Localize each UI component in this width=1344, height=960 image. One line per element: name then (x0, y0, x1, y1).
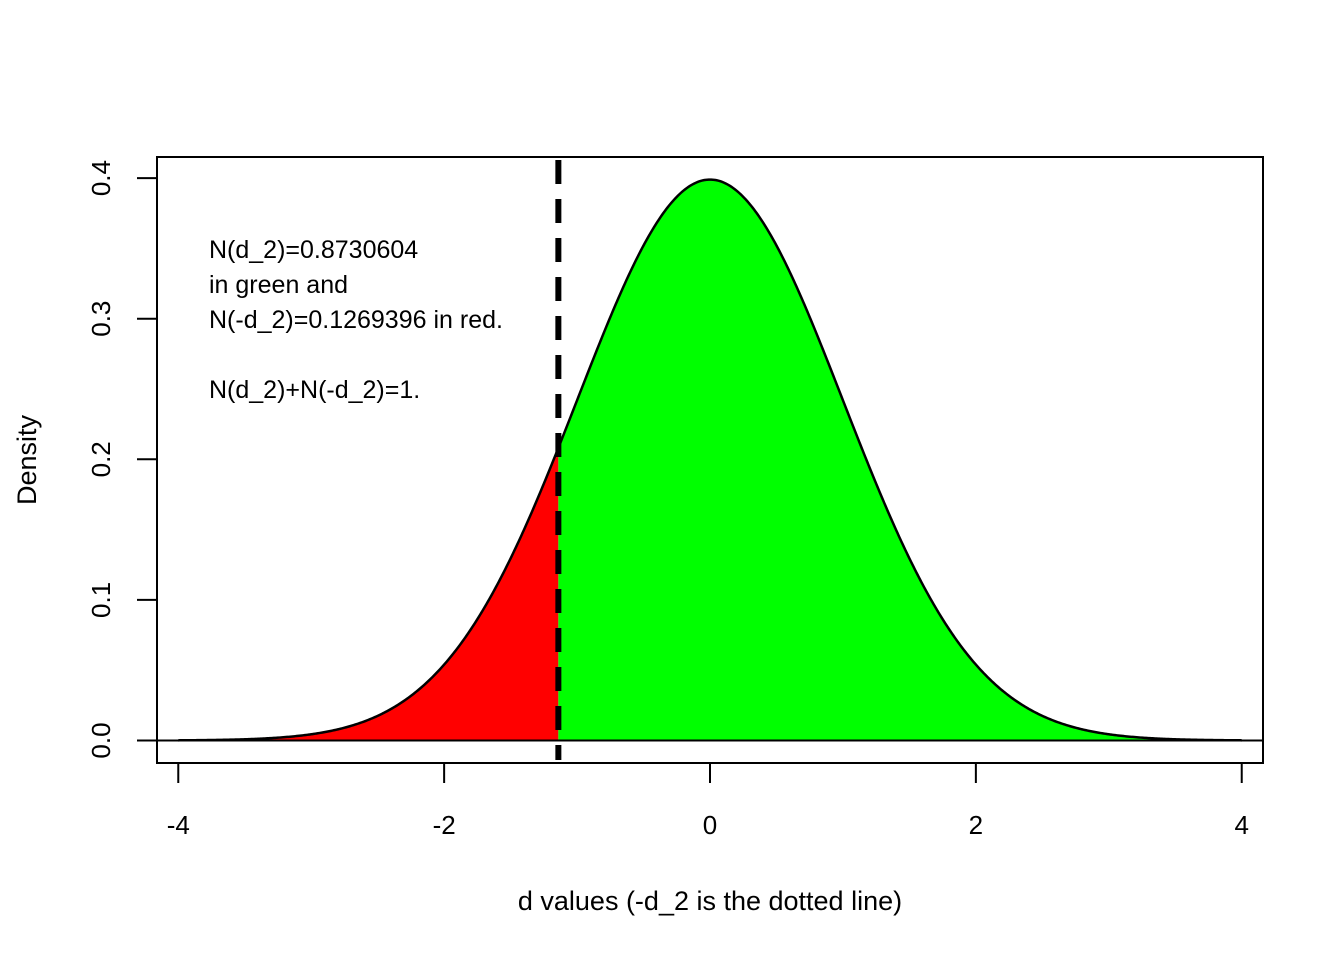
y-axis: 0.0 0.1 0.2 0.3 0.4 (86, 160, 158, 759)
shaded-regions (178, 179, 1242, 741)
x-axis: -4 -2 0 2 4 (167, 762, 1249, 840)
x-tick-label: 4 (1234, 810, 1248, 840)
y-tick-label: 0.1 (86, 582, 116, 618)
y-tick-label: 0.4 (86, 160, 116, 196)
density-curve (178, 178, 1242, 742)
annotation-line: N(d_2)+N(-d_2)=1. (209, 376, 420, 404)
y-tick-label: 0.3 (86, 301, 116, 337)
x-tick-label: -4 (167, 810, 190, 840)
x-tick-label: -2 (433, 810, 456, 840)
region-left-red (178, 447, 559, 741)
y-axis-label: Density (12, 414, 42, 505)
annotation-line: in green and (209, 271, 348, 299)
density-curve-layer (178, 178, 1242, 742)
reference-lines (157, 160, 1263, 760)
y-tick-label: 0.2 (86, 441, 116, 477)
x-tick-label: 0 (703, 810, 717, 840)
x-tick-label: 2 (969, 810, 983, 840)
y-tick-label: 0.0 (86, 722, 116, 758)
x-axis-label: d values (-d_2 is the dotted line) (518, 886, 902, 916)
region-right-green (558, 179, 1242, 741)
annotation-line: N(d_2)=0.8730604 (209, 236, 418, 264)
annotation-line: N(-d_2)=0.1269396 in red. (209, 306, 503, 334)
